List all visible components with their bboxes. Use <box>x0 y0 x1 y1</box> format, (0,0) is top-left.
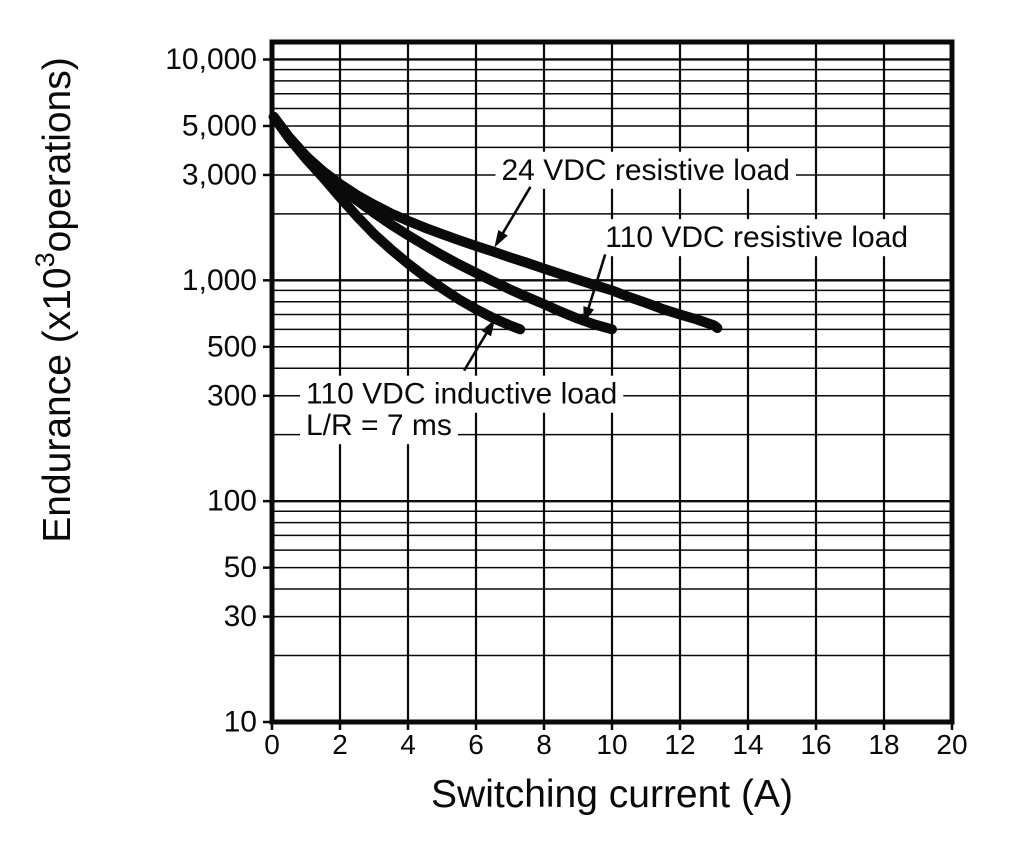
y-tick-label-500: 500 <box>207 330 257 363</box>
curve-110-vdc-resistive-load <box>268 111 617 335</box>
label-110-vdc-resistive-arrow-shaft <box>586 254 607 312</box>
arrow-layer <box>462 186 607 372</box>
y-axis-title-superscript: 3 <box>30 252 60 267</box>
y-tick-label-100: 100 <box>207 485 257 518</box>
y-tick-label-300: 300 <box>207 379 257 412</box>
label-24-vdc-resistive-line-1: 24 VDC resistive load <box>502 154 790 187</box>
x-tick-label-14: 14 <box>732 729 763 760</box>
y-axis-title-post: operations) <box>36 57 79 252</box>
label-110-vdc-inductive-arrowhead-icon <box>481 318 496 337</box>
curve-layer <box>268 111 723 335</box>
y-tick-label-10000: 10,000 <box>165 43 257 76</box>
annotation-layer: 24 VDC resistive load 110 VDC resistive l… <box>300 151 915 445</box>
x-tick-label-10: 10 <box>596 729 627 760</box>
x-axis-title: Switching current (A) <box>431 773 793 816</box>
y-tick-label-3000: 3,000 <box>182 158 257 191</box>
label-110-vdc-inductive-background <box>300 375 624 413</box>
y-tick-label-50: 50 <box>224 551 257 584</box>
x-tick-label-16: 16 <box>800 729 831 760</box>
y-tick-label-10: 10 <box>224 706 257 739</box>
label-24-vdc-resistive-arrow-shaft <box>500 186 532 237</box>
x-tick-label-18: 18 <box>868 729 899 760</box>
tick-layer: 0 2 4 6 8 10 12 14 16 18 20 10,000 5,000 3,000 1,000 50… <box>165 43 967 760</box>
curve-110-vdc-inductive-load-l-r-7-ms <box>268 111 526 335</box>
y-tick-label-5000: 5,000 <box>182 109 257 142</box>
x-tick-label-8: 8 <box>536 729 552 760</box>
label-110-vdc-resistive-arrowhead-icon <box>583 306 594 324</box>
label-110-vdc-inductive-line-1: 110 VDC inductive load <box>306 378 617 411</box>
label-110-vdc-resistive-line-1: 110 VDC resistive load <box>605 221 908 254</box>
x-tick-label-6: 6 <box>468 729 484 760</box>
y-tick-label-1000: 1,000 <box>182 264 257 297</box>
x-tick-label-0: 0 <box>264 729 280 760</box>
label-110-vdc-inductive-arrow-shaft <box>462 330 489 372</box>
x-tick-label-12: 12 <box>664 729 695 760</box>
y-tick-label-30: 30 <box>224 600 257 633</box>
y-axis-title: Endurance (x103operations) <box>30 57 79 543</box>
label-110-vdc-inductive-line-2: L/R = 7 ms <box>306 409 452 442</box>
label-24-vdc-resistive-arrowhead-icon <box>494 230 508 248</box>
x-tick-label-2: 2 <box>332 729 348 760</box>
label-24-vdc-resistive-background <box>495 151 796 189</box>
label-110-vdc-inductive-background <box>300 407 458 445</box>
y-axis-title-pre: Endurance (x10 <box>36 267 79 542</box>
label-110-vdc-resistive-background <box>599 219 915 257</box>
x-tick-label-20: 20 <box>936 729 967 760</box>
x-tick-label-4: 4 <box>400 729 416 760</box>
